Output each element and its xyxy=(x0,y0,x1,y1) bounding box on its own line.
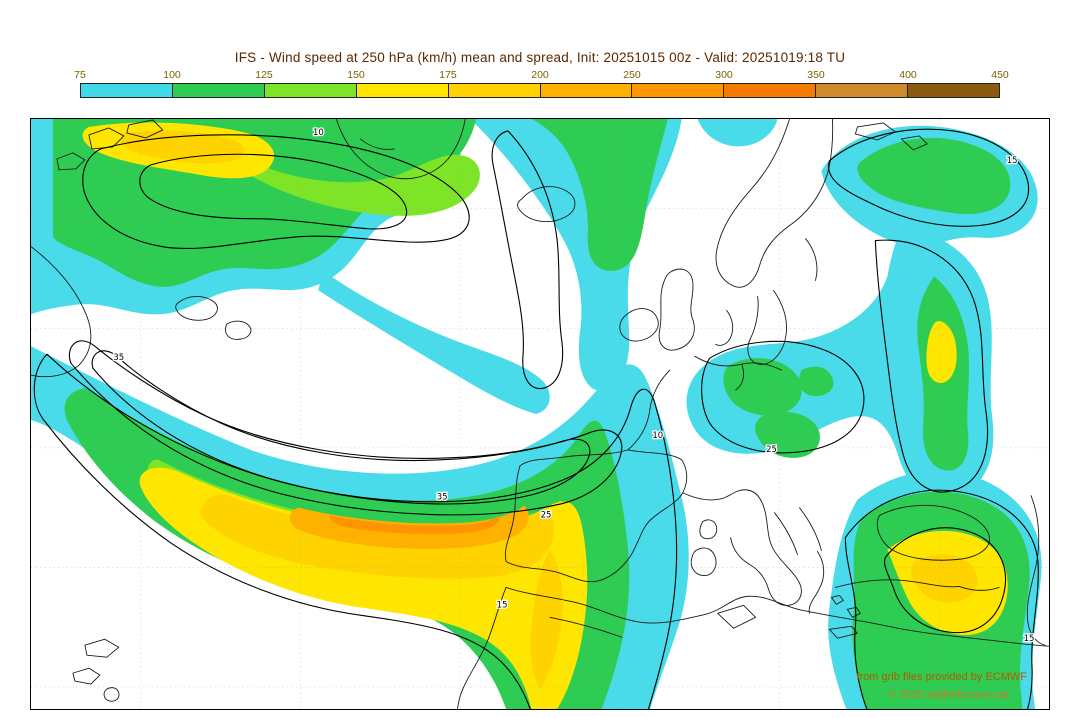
legend-segment xyxy=(724,84,817,97)
coastlines xyxy=(31,119,1049,709)
contour-value-labels: 10 15 35 25 10 35 25 15 15 xyxy=(112,126,1036,645)
legend-segment xyxy=(448,84,541,97)
legend-segment xyxy=(632,84,725,97)
contour-label: 25 xyxy=(766,444,777,454)
contour-label: 10 xyxy=(652,430,663,440)
legend-bar xyxy=(80,83,1000,98)
contour-label: 15 xyxy=(1007,155,1018,165)
contour-label: 15 xyxy=(1024,633,1035,643)
legend-tick-label: 450 xyxy=(991,69,1009,81)
contour-label: 10 xyxy=(313,127,324,137)
legend-segment xyxy=(356,84,449,97)
legend-tick-label: 400 xyxy=(899,69,917,81)
legend-segment xyxy=(172,84,265,97)
copyright-text: © 2025 sb@infozone.net xyxy=(887,689,1009,701)
wind-speed-legend: 75 100 125 150 175 200 250 300 350 400 450 xyxy=(74,69,1009,103)
legend-segment xyxy=(816,84,909,97)
contour-lines xyxy=(33,128,1039,709)
contour-label: 35 xyxy=(437,492,448,502)
legend-tick-label: 250 xyxy=(623,69,641,81)
legend-segment xyxy=(908,84,1000,97)
wind-speed-fills xyxy=(31,119,1042,709)
legend-ticks: 75 100 125 150 175 200 250 300 350 400 450 xyxy=(74,69,1009,83)
legend-tick-label: 125 xyxy=(255,69,273,81)
legend-segment xyxy=(81,84,173,97)
legend-tick-label: 300 xyxy=(715,69,733,81)
legend-tick-label: 75 xyxy=(74,69,86,81)
map-canvas: 10 15 35 25 10 35 25 15 15 from grib files provi… xyxy=(30,118,1050,710)
legend-segment xyxy=(264,84,357,97)
legend-tick-label: 150 xyxy=(347,69,365,81)
legend-tick-label: 200 xyxy=(531,69,549,81)
legend-tick-label: 175 xyxy=(439,69,457,81)
wind-map-svg: 10 15 35 25 10 35 25 15 15 xyxy=(31,119,1049,709)
chart-title: IFS - Wind speed at 250 hPa (km/h) mean … xyxy=(234,50,846,65)
legend-segment xyxy=(540,84,633,97)
contour-label: 25 xyxy=(541,510,552,520)
contour-label: 35 xyxy=(113,352,124,362)
contour-label: 15 xyxy=(497,599,508,609)
legend-tick-label: 350 xyxy=(807,69,825,81)
legend-tick-label: 100 xyxy=(163,69,181,81)
grib-credit-text: from grib files provided by ECMWF xyxy=(856,671,1027,683)
